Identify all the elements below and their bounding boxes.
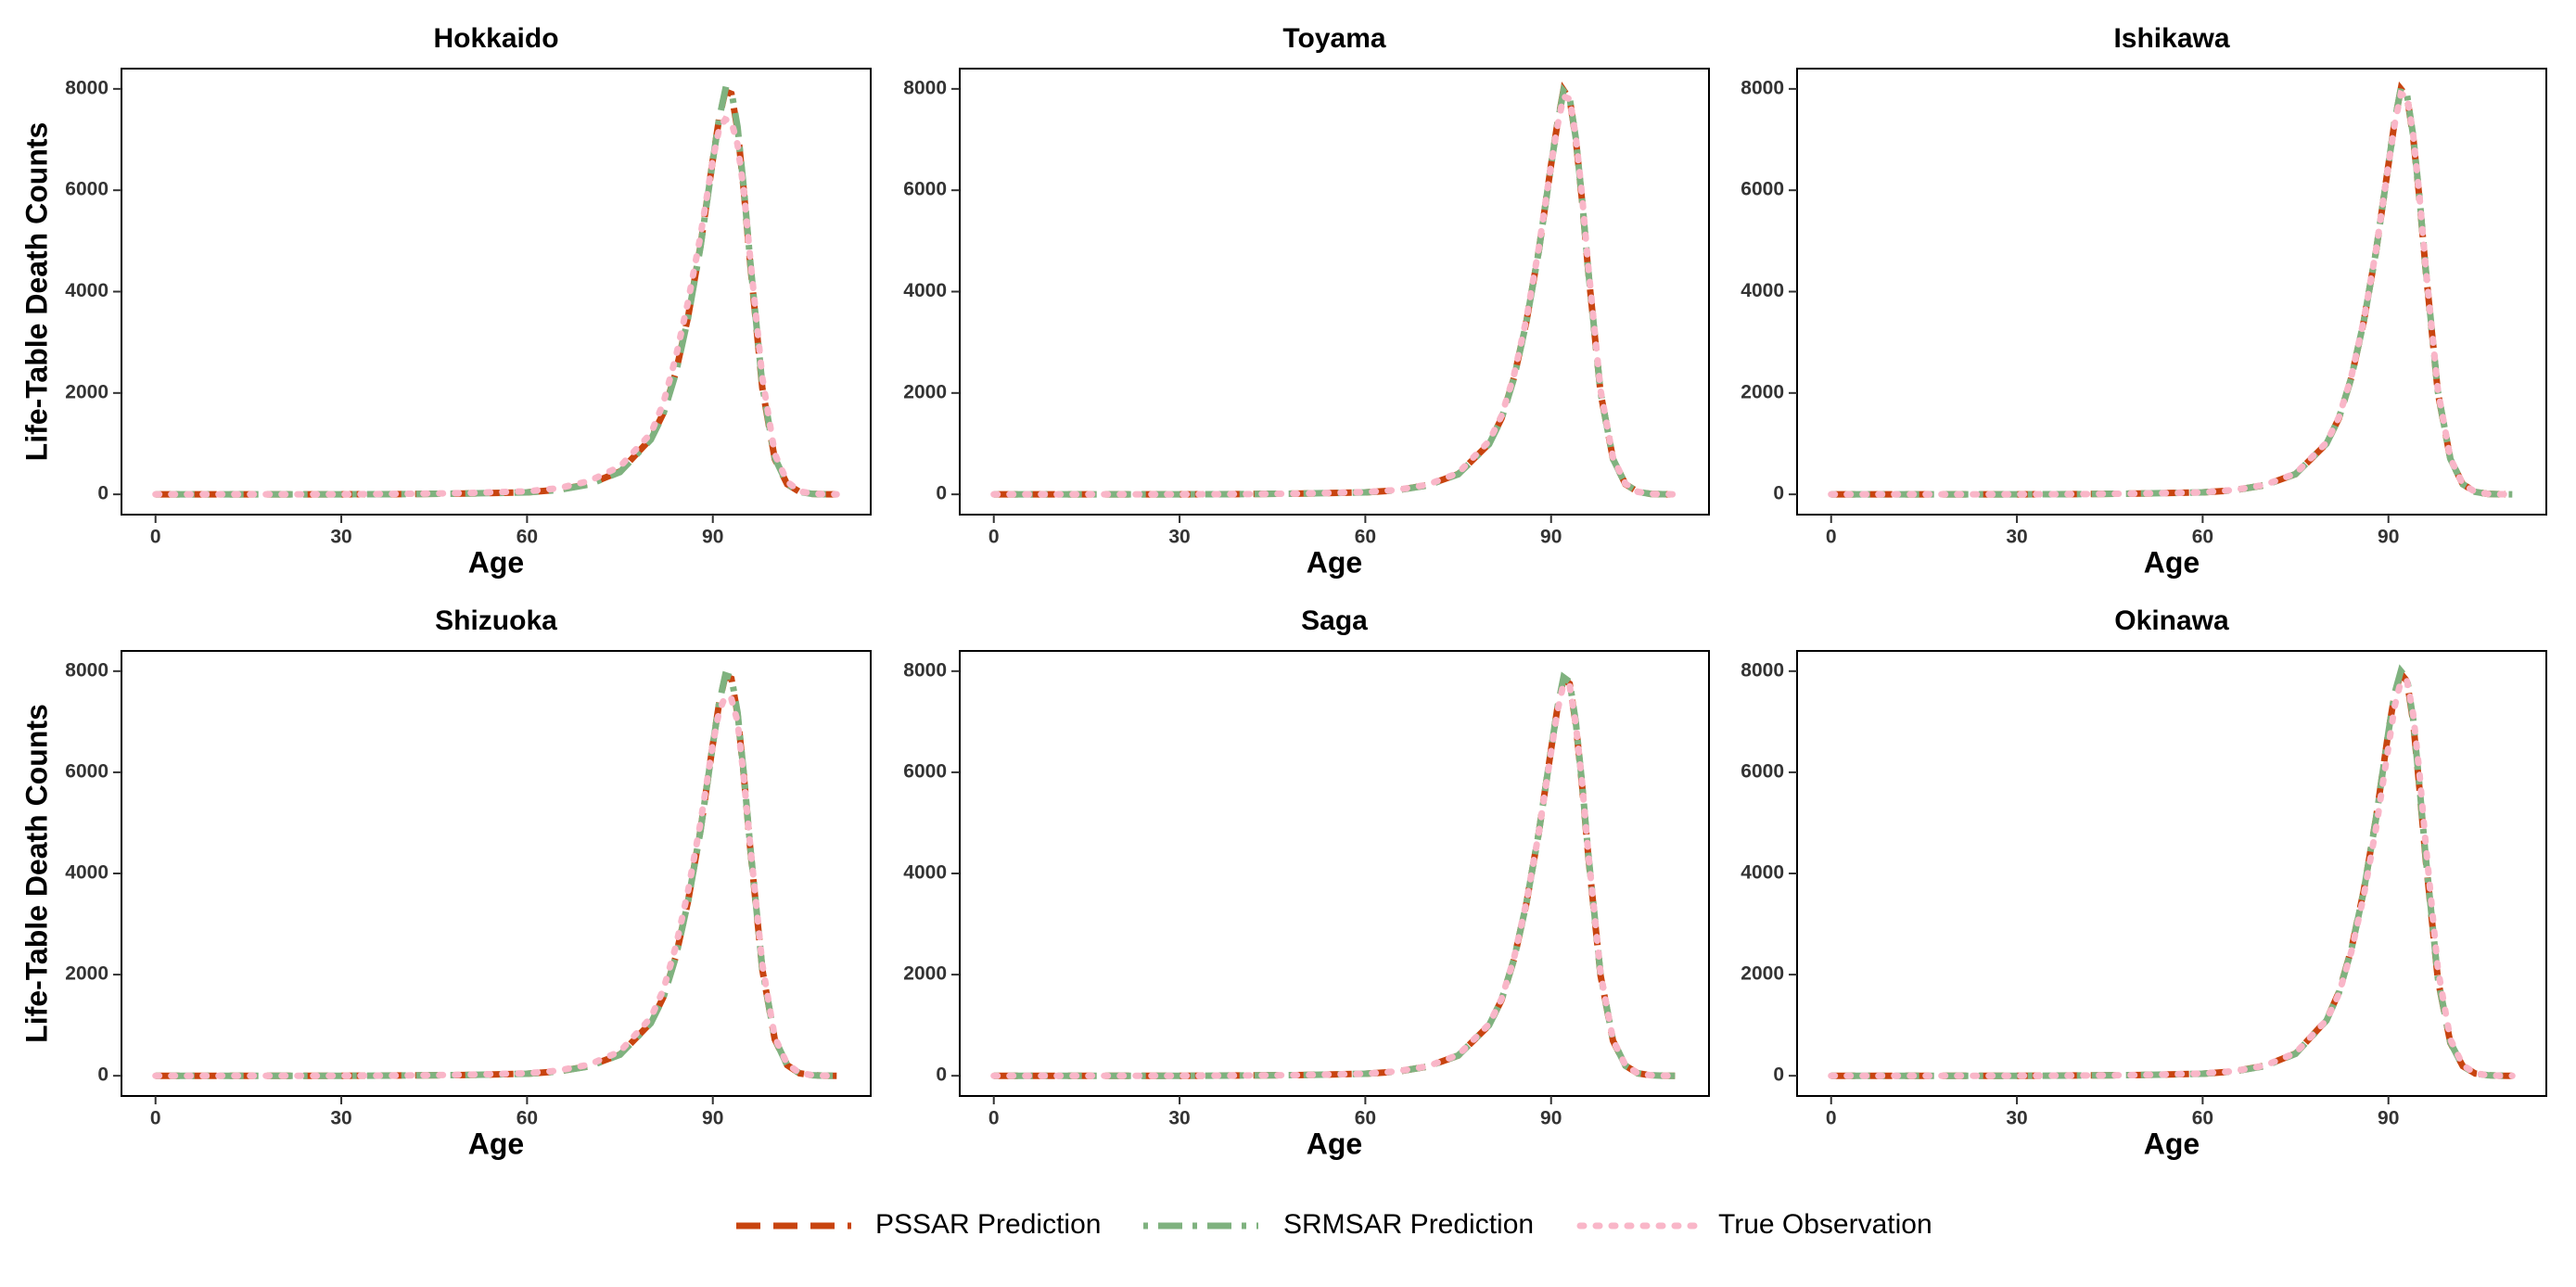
series-line xyxy=(1830,664,2513,1079)
x-axis-label: Age xyxy=(1307,1127,1362,1160)
x-tick-label: 60 xyxy=(2192,1108,2213,1129)
x-tick-label: 30 xyxy=(1168,1108,1190,1129)
x-tick-label: 30 xyxy=(330,527,351,548)
x-tick-label: 0 xyxy=(1826,1108,1837,1129)
y-tick-label: 6000 xyxy=(1741,760,1784,782)
x-tick-label: 30 xyxy=(1168,527,1190,548)
panel: Saga Age 0 30 60 90 0 2000 4000 6000 8000 xyxy=(903,605,1710,1160)
plot-frame xyxy=(1796,68,2547,516)
y-tick-label: 4000 xyxy=(903,280,947,301)
y-tick-label: 2000 xyxy=(1741,963,1784,985)
legend-label: PSSAR Prediction xyxy=(875,1209,1101,1240)
y-tick-label: 0 xyxy=(936,483,947,504)
panel: Toyama Age 0 30 60 90 0 2000 4000 6000 8000 xyxy=(903,23,1710,579)
plot-frame xyxy=(959,650,1710,1097)
x-axis-label: Age xyxy=(468,1127,524,1160)
y-tick-label: 8000 xyxy=(903,77,947,98)
panel: Hokkaido Age Life-Table Death Counts 0 30 60 9… xyxy=(19,23,872,579)
legend: PSSAR Prediction SRMSAR Prediction True Ob… xyxy=(736,1209,1932,1240)
y-tick-label: 8000 xyxy=(1741,77,1784,98)
y-tick-label: 4000 xyxy=(1741,862,1784,884)
y-axis-label: Life-Table Death Counts xyxy=(19,704,53,1043)
x-tick-label: 90 xyxy=(702,527,723,548)
y-tick-label: 8000 xyxy=(903,659,947,681)
x-axis-label: Age xyxy=(2144,1127,2200,1160)
y-tick-label: 4000 xyxy=(65,862,108,884)
y-tick-label: 8000 xyxy=(65,659,108,681)
y-tick-label: 0 xyxy=(97,1064,108,1086)
y-tick-label: 6000 xyxy=(1741,179,1784,200)
panel: Ishikawa Age 0 30 60 90 0 2000 4000 6000 8000 xyxy=(1741,23,2547,579)
x-axis-label: Age xyxy=(468,545,524,579)
y-tick-label: 2000 xyxy=(903,381,947,402)
x-tick-label: 30 xyxy=(330,1108,351,1129)
series-line xyxy=(990,92,1678,498)
x-tick-label: 0 xyxy=(1826,527,1837,548)
panel-title: Ishikawa xyxy=(2113,23,2229,54)
y-tick-label: 0 xyxy=(97,483,108,504)
x-tick-label: 60 xyxy=(1355,527,1376,548)
y-tick-label: 6000 xyxy=(65,760,108,782)
y-tick-label: 4000 xyxy=(65,280,108,301)
plot-frame xyxy=(121,68,872,516)
series-line xyxy=(1828,678,2516,1079)
panel-title: Shizuoka xyxy=(435,605,557,636)
y-tick-label: 8000 xyxy=(1741,659,1784,681)
x-tick-label: 90 xyxy=(1540,527,1562,548)
x-axis-label: Age xyxy=(1307,545,1362,579)
y-tick-label: 6000 xyxy=(903,179,947,200)
x-tick-label: 60 xyxy=(516,1108,538,1129)
legend-label: True Observation xyxy=(1718,1209,1932,1240)
y-tick-label: 0 xyxy=(1773,483,1784,504)
x-tick-label: 0 xyxy=(150,1108,161,1129)
x-axis-label: Age xyxy=(2144,545,2200,579)
panel-title: Toyama xyxy=(1282,23,1385,54)
y-tick-label: 8000 xyxy=(65,77,108,98)
legend-label: SRMSAR Prediction xyxy=(1283,1209,1534,1240)
x-tick-label: 30 xyxy=(2006,527,2027,548)
series-line xyxy=(152,115,840,498)
panel: Shizuoka Age Life-Table Death Counts 0 30 60 9… xyxy=(19,605,872,1160)
panel-title: Hokkaido xyxy=(433,23,558,54)
y-tick-label: 0 xyxy=(936,1064,947,1086)
x-tick-label: 0 xyxy=(988,1108,1000,1129)
y-tick-label: 4000 xyxy=(903,862,947,884)
panel-title: Okinawa xyxy=(2114,605,2229,636)
x-tick-label: 0 xyxy=(988,527,1000,548)
series-line xyxy=(990,679,1678,1079)
series-line xyxy=(152,692,840,1079)
panel: Okinawa Age 0 30 60 90 0 2000 4000 6000 8000 xyxy=(1741,605,2547,1160)
series-line xyxy=(1828,89,2516,498)
x-tick-label: 90 xyxy=(2378,1108,2399,1129)
x-tick-label: 60 xyxy=(516,527,538,548)
x-tick-label: 0 xyxy=(150,527,161,548)
x-tick-label: 60 xyxy=(2192,527,2213,548)
x-tick-label: 90 xyxy=(702,1108,723,1129)
plot-frame xyxy=(959,68,1710,516)
y-tick-label: 2000 xyxy=(65,963,108,985)
x-tick-label: 90 xyxy=(2378,527,2399,548)
plot-frame xyxy=(1796,650,2547,1097)
y-tick-label: 2000 xyxy=(1741,381,1784,402)
x-tick-label: 90 xyxy=(1540,1108,1562,1129)
y-tick-label: 2000 xyxy=(65,381,108,402)
y-tick-label: 4000 xyxy=(1741,280,1784,301)
plot-frame xyxy=(121,650,872,1097)
x-tick-label: 30 xyxy=(2006,1108,2027,1129)
y-tick-label: 6000 xyxy=(903,760,947,782)
y-tick-label: 0 xyxy=(1773,1064,1784,1086)
y-tick-label: 2000 xyxy=(903,963,947,985)
y-tick-label: 6000 xyxy=(65,179,108,200)
panel-title: Saga xyxy=(1301,605,1368,636)
y-axis-label: Life-Table Death Counts xyxy=(19,122,53,462)
x-tick-label: 60 xyxy=(1355,1108,1376,1129)
